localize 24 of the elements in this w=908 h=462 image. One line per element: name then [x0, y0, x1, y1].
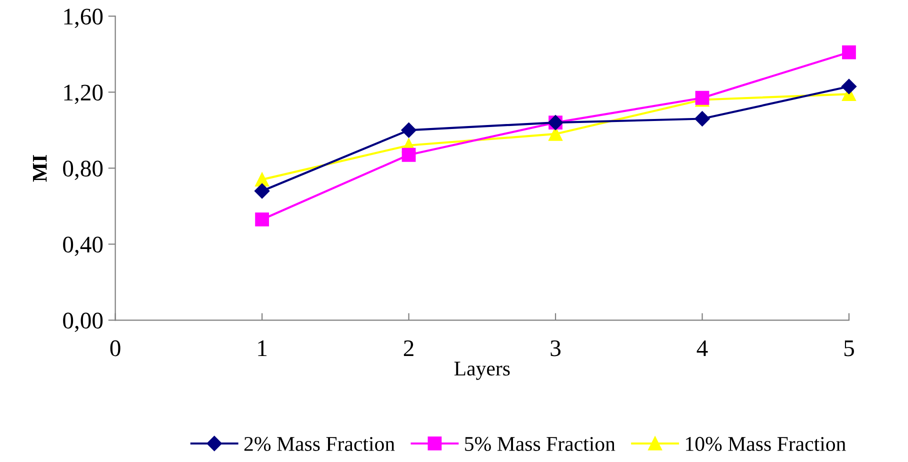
point: [401, 122, 416, 138]
y-tick-label: 1,20: [64, 84, 103, 104]
y-axis-title: MI: [33, 154, 47, 182]
x-tick-label: 1: [258, 340, 267, 356]
x-tick-label: 0: [110, 340, 120, 356]
x-tick-label: 2: [404, 340, 414, 356]
point: [255, 172, 269, 187]
x-tick-label: 3: [550, 340, 560, 356]
y-tick-label: 0,40: [63, 236, 103, 256]
point: [694, 111, 710, 126]
x-tick-label: 4: [696, 340, 708, 356]
point: [402, 148, 416, 162]
y-tick-label: 0,00: [63, 312, 103, 332]
point: [841, 78, 857, 94]
point: [842, 45, 856, 60]
legend-label: 5% Mass Fraction: [465, 436, 616, 452]
point: [254, 183, 270, 199]
legend-label: 10% Mass Fraction: [686, 436, 846, 452]
x-tick-label: 5: [844, 340, 854, 356]
legend-label: 2% Mass Fraction: [244, 436, 395, 452]
x-axis-title: Layers: [454, 362, 510, 380]
y-tick-label: 0,80: [63, 160, 103, 180]
y-tick-label: 1,60: [64, 8, 103, 28]
point: [255, 212, 269, 226]
